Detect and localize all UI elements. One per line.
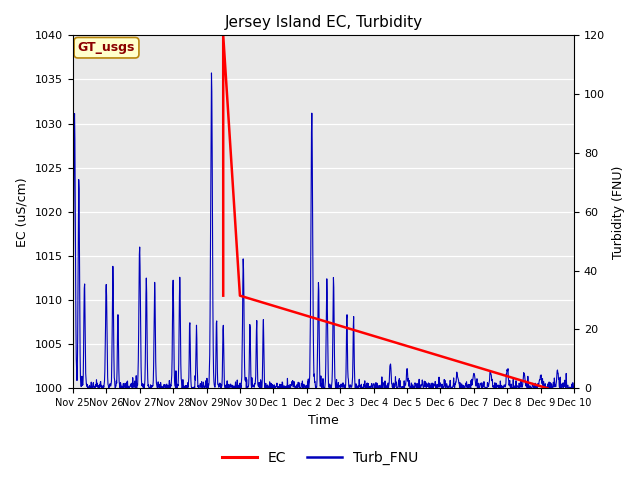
Text: GT_usgs: GT_usgs bbox=[78, 41, 135, 54]
Title: Jersey Island EC, Turbidity: Jersey Island EC, Turbidity bbox=[225, 15, 422, 30]
Y-axis label: EC (uS/cm): EC (uS/cm) bbox=[15, 177, 28, 247]
Legend: EC, Turb_FNU: EC, Turb_FNU bbox=[216, 445, 424, 471]
X-axis label: Time: Time bbox=[308, 414, 339, 427]
Y-axis label: Turbidity (FNU): Turbidity (FNU) bbox=[612, 165, 625, 259]
